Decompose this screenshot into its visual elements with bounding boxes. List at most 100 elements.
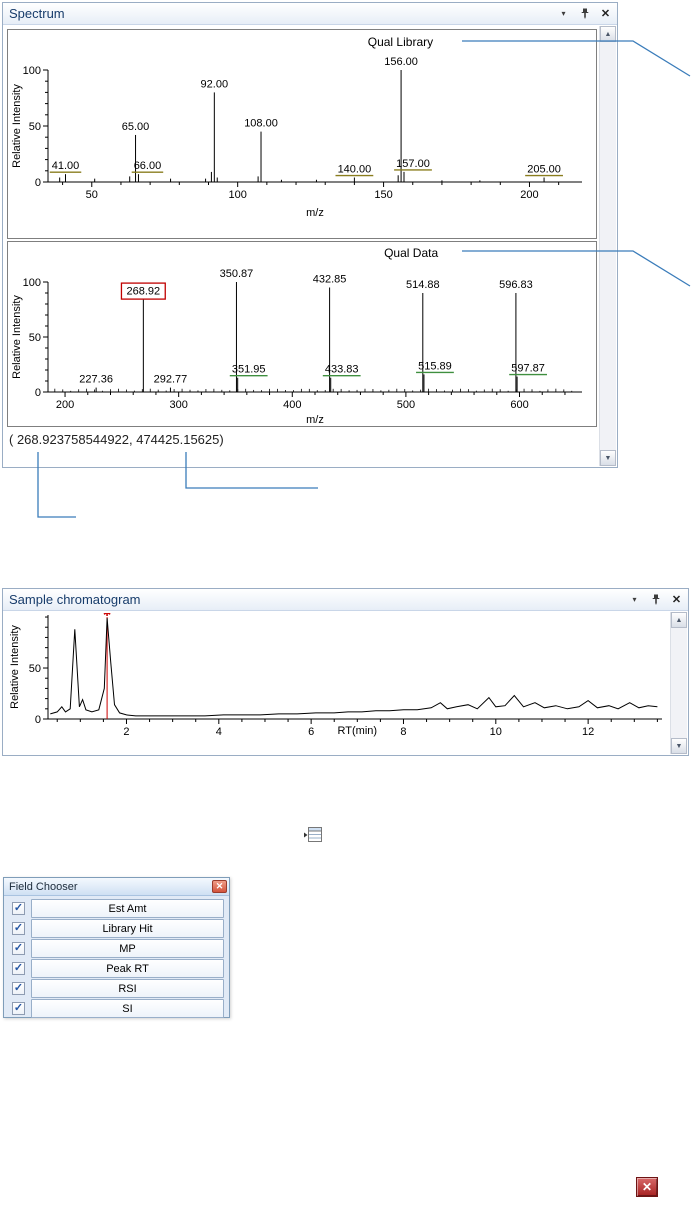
field-row: ✓ SI bbox=[6, 999, 226, 1018]
peak-label[interactable]: 41.00 bbox=[52, 160, 80, 172]
chromatogram-scrollbar[interactable]: ▲ ▼ bbox=[670, 612, 687, 754]
pin-icon-glyph bbox=[652, 594, 659, 605]
scroll-up-button[interactable]: ▲ bbox=[671, 612, 687, 628]
svg-text:50: 50 bbox=[29, 332, 41, 344]
svg-text:0: 0 bbox=[35, 177, 41, 189]
peak-label[interactable]: 140.00 bbox=[338, 164, 372, 176]
peak-label[interactable]: 66.00 bbox=[134, 160, 162, 172]
chevron-down-icon[interactable]: ▾ bbox=[632, 595, 637, 604]
close-icon[interactable]: ✕ bbox=[600, 8, 611, 20]
peak-label[interactable]: 514.88 bbox=[406, 279, 440, 291]
checkbox-box[interactable]: ✓ bbox=[12, 1002, 25, 1015]
field-label[interactable]: Library Hit bbox=[31, 919, 224, 938]
close-icon[interactable]: ✕ bbox=[671, 594, 682, 606]
peak-label[interactable]: 351.95 bbox=[232, 364, 266, 376]
peak-label[interactable]: 205.00 bbox=[527, 164, 561, 176]
field-row: ✓ MP bbox=[6, 939, 226, 958]
peak-label[interactable]: 65.00 bbox=[122, 121, 150, 133]
svg-text:200: 200 bbox=[56, 399, 74, 411]
field-checkbox[interactable]: ✓ bbox=[6, 942, 31, 955]
field-chooser-close-button[interactable]: ✕ bbox=[212, 880, 227, 893]
peak-label[interactable]: 350.87 bbox=[220, 268, 254, 280]
qual-library-chart[interactable]: Qual Library Relative Intensity 0 50 100 50 10… bbox=[8, 30, 596, 238]
checkbox-box[interactable]: ✓ bbox=[12, 942, 25, 955]
field-chooser-titlebar[interactable]: Field Chooser ✕ bbox=[4, 878, 229, 896]
pin-icon[interactable] bbox=[649, 593, 662, 607]
peak-label[interactable]: 292.77 bbox=[154, 374, 188, 386]
svg-text:400: 400 bbox=[283, 399, 301, 411]
spectrum-titlebar-buttons: ▾ ✕ bbox=[557, 7, 612, 21]
check-icon: ✓ bbox=[13, 901, 24, 914]
field-chooser-dialog: Field Chooser ✕ ✓ Est Amt ✓ Library Hit ✓ MP ✓… bbox=[3, 877, 230, 1018]
svg-text:100: 100 bbox=[23, 277, 41, 289]
field-label[interactable]: MP bbox=[31, 939, 224, 958]
peak-label[interactable]: 515.89 bbox=[418, 360, 452, 372]
svg-text:50: 50 bbox=[86, 189, 98, 201]
field-checkbox[interactable]: ✓ bbox=[6, 1002, 31, 1015]
chart-title: Qual Library bbox=[368, 35, 433, 49]
field-label[interactable]: Peak RT bbox=[31, 959, 224, 978]
chevron-down-icon[interactable]: ▾ bbox=[561, 9, 566, 18]
rt-marker-star: ✱ bbox=[103, 613, 111, 619]
peak-label[interactable]: 227.36 bbox=[79, 374, 113, 386]
x-axis-label: RT(min) bbox=[338, 725, 378, 737]
peak-label[interactable]: 596.83 bbox=[499, 279, 533, 291]
checkbox-box[interactable]: ✓ bbox=[12, 922, 25, 935]
qual-data-chart[interactable]: Qual Data Relative Intensity 0 50 100 200 300 4… bbox=[8, 242, 596, 426]
spectrum-panel-title: Spectrum bbox=[9, 6, 65, 21]
checkbox-box[interactable]: ✓ bbox=[12, 962, 25, 975]
chromatogram-trace bbox=[50, 618, 658, 717]
chromatogram-titlebar-buttons: ▾ ✕ bbox=[628, 593, 683, 607]
svg-text:500: 500 bbox=[397, 399, 415, 411]
field-row: ✓ RSI bbox=[6, 979, 226, 998]
svg-text:150: 150 bbox=[374, 189, 392, 201]
delete-button[interactable]: ✕ bbox=[636, 1177, 658, 1197]
scroll-down-button[interactable]: ▼ bbox=[600, 450, 616, 466]
pin-icon-glyph bbox=[581, 8, 588, 19]
field-row: ✓ Peak RT bbox=[6, 959, 226, 978]
svg-text:12: 12 bbox=[582, 726, 594, 738]
peak-label[interactable]: 156.00 bbox=[384, 56, 418, 68]
peak-label[interactable]: 157.00 bbox=[396, 158, 430, 170]
field-chooser-body: ✓ Est Amt ✓ Library Hit ✓ MP ✓ Peak RT ✓ RSI ✓ SI bbox=[4, 896, 229, 1018]
peak-label[interactable]: 92.00 bbox=[201, 78, 229, 90]
check-icon: ✓ bbox=[13, 961, 24, 974]
x-axis-label: m/z bbox=[306, 414, 324, 426]
peak-label[interactable]: 268.92 bbox=[127, 286, 161, 298]
peak-label[interactable]: 108.00 bbox=[244, 118, 278, 130]
scroll-up-button[interactable]: ▲ bbox=[600, 26, 616, 42]
check-icon: ✓ bbox=[13, 1001, 24, 1014]
spectrum-scrollbar[interactable]: ▲ ▼ bbox=[599, 26, 616, 466]
svg-text:50: 50 bbox=[29, 121, 41, 133]
peak-label[interactable]: 597.87 bbox=[511, 363, 545, 375]
svg-text:50: 50 bbox=[29, 663, 41, 675]
checkbox-box[interactable]: ✓ bbox=[12, 902, 25, 915]
chart-title: Qual Data bbox=[384, 246, 438, 260]
y-axis-label: Relative Intensity bbox=[11, 295, 23, 379]
pin-icon[interactable] bbox=[578, 7, 591, 21]
svg-text:100: 100 bbox=[228, 189, 246, 201]
field-label[interactable]: Est Amt bbox=[31, 899, 224, 918]
field-chooser-icon-glyph bbox=[304, 827, 322, 842]
field-checkbox[interactable]: ✓ bbox=[6, 922, 31, 935]
chromatogram-panel: Sample chromatogram ▾ ✕ Relative Intensi… bbox=[2, 588, 689, 756]
chromatogram-titlebar[interactable]: Sample chromatogram ▾ ✕ bbox=[3, 589, 688, 611]
field-checkbox[interactable]: ✓ bbox=[6, 902, 31, 915]
chromatogram-chart[interactable]: Relative Intensity 0 50 2 4 6 8 10 12 RT(min) ✱ bbox=[6, 613, 670, 755]
spectrum-titlebar[interactable]: Spectrum ▾ ✕ bbox=[3, 3, 617, 25]
checkbox-box[interactable]: ✓ bbox=[12, 982, 25, 995]
field-checkbox[interactable]: ✓ bbox=[6, 962, 31, 975]
peak-label[interactable]: 432.85 bbox=[313, 274, 347, 286]
x-axis-label: m/z bbox=[306, 207, 324, 219]
field-chooser-icon[interactable] bbox=[303, 826, 323, 844]
svg-text:0: 0 bbox=[35, 387, 41, 399]
svg-text:2: 2 bbox=[123, 726, 129, 738]
field-checkbox[interactable]: ✓ bbox=[6, 982, 31, 995]
check-icon: ✓ bbox=[13, 981, 24, 994]
field-label[interactable]: SI bbox=[31, 999, 224, 1018]
qual-data-chartbox: Qual Data Relative Intensity 0 50 100 200 300 4… bbox=[7, 241, 597, 427]
field-label[interactable]: RSI bbox=[31, 979, 224, 998]
qual-library-chartbox: Qual Library Relative Intensity 0 50 100 50 10… bbox=[7, 29, 597, 239]
peak-label[interactable]: 433.83 bbox=[325, 364, 359, 376]
scroll-down-button[interactable]: ▼ bbox=[671, 738, 687, 754]
